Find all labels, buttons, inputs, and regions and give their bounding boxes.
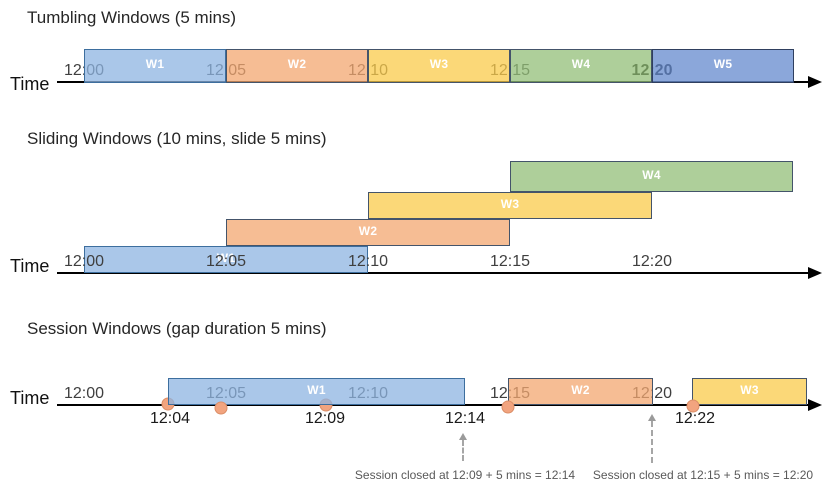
tumbling-window-label-w1: W1 [145, 57, 165, 71]
session-annotation-1: Session closed at 12:09 + 5 mins = 12:14 [354, 468, 576, 482]
arrow-dashed-stem [651, 421, 653, 463]
tumbling-window-w2: W2 [226, 49, 368, 83]
session-event-dot [214, 401, 228, 415]
tumbling-title: Tumbling Windows (5 mins) [27, 8, 237, 27]
sliding-title: Sliding Windows (10 mins, slide 5 mins) [27, 129, 327, 148]
tumbling-window-w1: W1 [84, 49, 226, 83]
sliding-window-label-w4: W4 [642, 167, 661, 182]
sliding-tick-12-10: 12:10 [347, 253, 389, 270]
sliding-time-axis [57, 272, 810, 274]
session-close-arrow-icon [648, 414, 656, 463]
tumbling-window-w5: W5 [652, 49, 794, 83]
session-tick-12-00: 12:00 [63, 385, 105, 402]
sliding-window-w1: W1 [84, 246, 368, 273]
sliding-axis-arrowhead-icon [808, 267, 822, 279]
sliding-window-label-w1: W1 [216, 250, 236, 265]
session-window-label-w1: W1 [307, 382, 326, 397]
session-window-w2: W2 [508, 378, 653, 405]
sliding-tick-12-20: 12:20 [631, 253, 673, 270]
tumbling-time-axis-label: Time [10, 74, 50, 94]
session-event-time-12-14: 12:14 [444, 410, 486, 427]
session-annotation-2: Session closed at 12:15 + 5 mins = 12:20 [592, 468, 814, 482]
arrow-up-head-icon [459, 433, 467, 440]
tumbling-window-w3: W3 [368, 49, 510, 83]
tumbling-axis-arrowhead-icon [808, 76, 822, 88]
tumbling-window-label-w5: W5 [713, 57, 733, 71]
sliding-window-w2: W2 [226, 219, 510, 246]
session-window-label-w3: W3 [740, 382, 759, 397]
session-time-axis [57, 404, 810, 406]
sliding-tick-12-15: 12:15 [489, 253, 531, 270]
session-window-w1: W1 [168, 378, 465, 405]
session-close-arrow-icon [459, 433, 467, 461]
session-event-time-12-09: 12:09 [304, 410, 346, 427]
session-event-dot [501, 400, 515, 414]
session-event-dot [686, 399, 700, 413]
session-event-time-12-04: 12:04 [149, 410, 191, 427]
tumbling-window-w4: W4 [510, 49, 652, 83]
sliding-tick-12-05: 12:05 [205, 253, 247, 270]
session-title: Session Windows (gap duration 5 mins) [27, 319, 327, 338]
session-event-time-12-22: 12:22 [674, 410, 716, 427]
sliding-tick-12-00: 12:00 [63, 253, 105, 270]
sliding-window-w3: W3 [368, 192, 652, 219]
session-window-w3: W3 [692, 378, 807, 405]
arrow-up-head-icon [648, 414, 656, 421]
arrow-dashed-stem [462, 440, 464, 461]
tumbling-window-label-w3: W3 [429, 57, 449, 71]
sliding-time-axis-label: Time [10, 256, 50, 276]
sliding-window-w4: W4 [510, 161, 793, 192]
tumbling-window-label-w2: W2 [287, 57, 307, 71]
session-axis-arrowhead-icon [808, 399, 822, 411]
sliding-window-label-w2: W2 [358, 223, 378, 238]
session-window-label-w2: W2 [571, 382, 590, 397]
session-time-axis-label: Time [10, 388, 50, 408]
tumbling-window-label-w4: W4 [571, 57, 591, 71]
sliding-window-label-w3: W3 [500, 196, 520, 211]
